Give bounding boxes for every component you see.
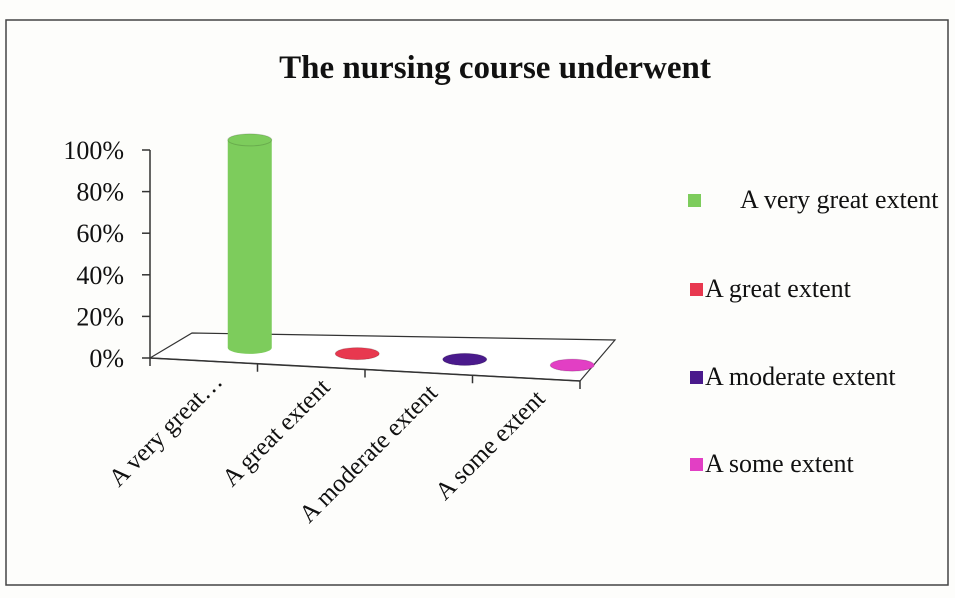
legend-label: A very great extent (740, 185, 939, 214)
chart-title: The nursing course underwent (279, 50, 711, 86)
legend-label: A some extent (705, 449, 854, 478)
x-tick-label: A great extent (217, 374, 335, 492)
x-tick-label: A very great… (104, 368, 228, 492)
y-tick-label: 0% (89, 344, 124, 373)
y-tick-label: 20% (76, 302, 124, 331)
bar (442, 352, 488, 366)
legend-swatch (690, 371, 703, 384)
legend-swatch (688, 194, 701, 207)
y-tick-label: 80% (76, 178, 124, 207)
chart-border (5, 19, 949, 586)
bar (334, 347, 380, 361)
legend-swatch (690, 283, 703, 296)
legend-label: A moderate extent (705, 362, 896, 391)
y-tick-label: 40% (76, 261, 124, 290)
bar (549, 358, 595, 372)
y-tick-label: 100% (63, 136, 124, 165)
bar (227, 133, 273, 354)
y-tick-label: 60% (76, 219, 124, 248)
floor (147, 332, 617, 382)
legend-label: A great extent (705, 274, 851, 303)
legend-swatch (690, 458, 703, 471)
x-tick-label: A some extent (430, 385, 550, 505)
